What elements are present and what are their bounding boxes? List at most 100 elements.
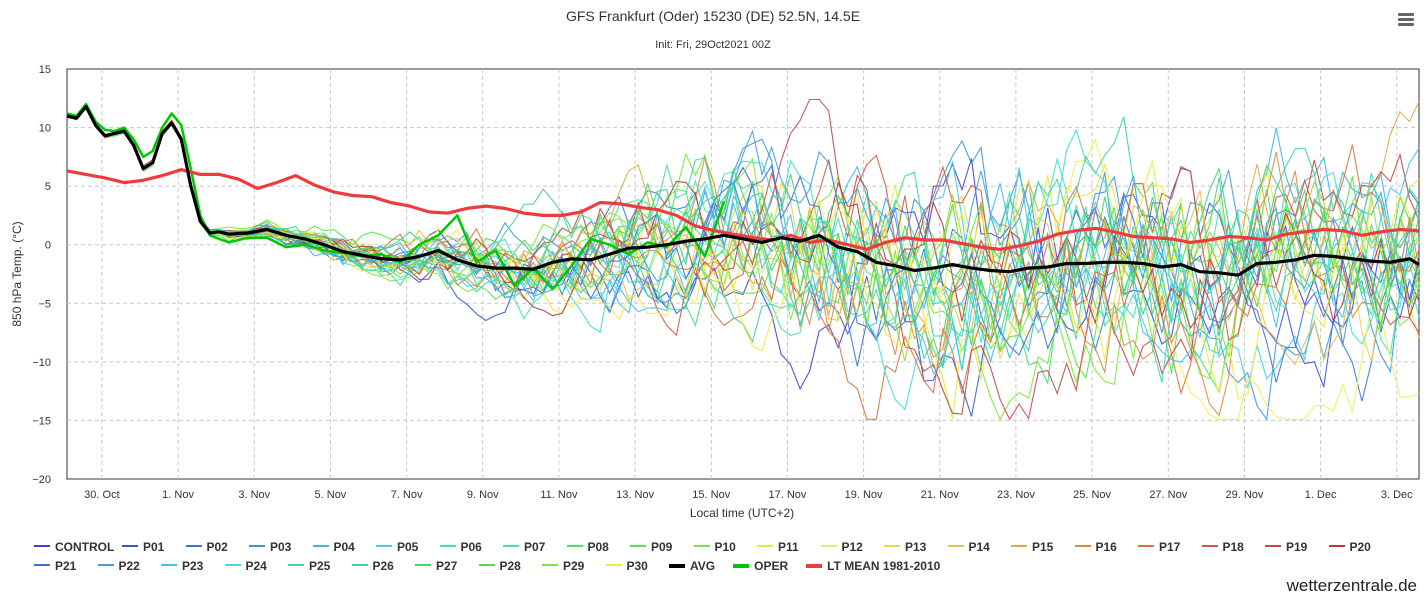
legend-swatch bbox=[1265, 544, 1281, 547]
legend-swatch bbox=[1011, 544, 1027, 547]
y-axis-title: 850 hPa Temp. (°C) bbox=[10, 221, 24, 326]
x-tick-label: 25. Nov bbox=[1073, 489, 1111, 501]
legend-swatch bbox=[669, 563, 685, 568]
member-line-p18 bbox=[66, 106, 1420, 341]
chart-subtitle: Init: Fri, 29Oct2021 00Z bbox=[655, 39, 771, 51]
legend-label: P15 bbox=[1032, 540, 1054, 554]
x-tick-label: 3. Nov bbox=[238, 489, 270, 501]
x-tick-label: 13. Nov bbox=[616, 489, 654, 501]
legend-label: P21 bbox=[55, 559, 77, 573]
x-tick-label: 3. Dec bbox=[1381, 489, 1413, 501]
legend-item-p26[interactable]: P26 bbox=[351, 559, 416, 573]
legend-item-p18[interactable]: P18 bbox=[1201, 540, 1266, 554]
legend-item-p16[interactable]: P16 bbox=[1074, 540, 1139, 554]
legend-item-avg[interactable]: AVG bbox=[669, 559, 715, 573]
legend-item-p20[interactable]: P20 bbox=[1328, 540, 1393, 554]
legend-item-p22[interactable]: P22 bbox=[97, 559, 162, 573]
legend-swatch bbox=[288, 563, 304, 566]
legend-swatch bbox=[376, 544, 392, 547]
legend-swatch bbox=[806, 563, 823, 568]
legend-item-p28[interactable]: P28 bbox=[478, 559, 543, 573]
y-tick-label: −5 bbox=[38, 298, 51, 310]
legend-row: P21 P22 P23 P24 P25 P26 P27 P28 P29 P30 AVG OPER LT … bbox=[34, 559, 1054, 578]
series-line-avg bbox=[66, 104, 1420, 277]
legend-label: LT MEAN 1981-2010 bbox=[827, 559, 941, 573]
legend-label: P26 bbox=[372, 559, 394, 573]
legend-item-p07[interactable]: P07 bbox=[503, 540, 567, 554]
legend-swatch bbox=[415, 563, 431, 566]
x-tick-label: 9. Nov bbox=[467, 489, 499, 501]
x-tick-label: 19. Nov bbox=[845, 489, 883, 501]
legend-label: P19 bbox=[1286, 540, 1308, 554]
x-tick-label: 11. Nov bbox=[540, 489, 578, 501]
legend-swatch bbox=[1201, 544, 1218, 547]
y-tick-label: 5 bbox=[45, 181, 51, 193]
legend-item-oper[interactable]: OPER bbox=[733, 559, 788, 573]
x-tick-label: 29. Nov bbox=[1225, 489, 1263, 501]
legend-item-p11[interactable]: P11 bbox=[757, 540, 821, 554]
legend-item-control[interactable]: CONTROL bbox=[34, 540, 122, 554]
chart-legend: CONTROL P01 P02 P03 P04 P05 P06 P07 P08 P09 P10 P11… bbox=[34, 540, 1371, 578]
legend-item-lt-mean-1981-2010[interactable]: LT MEAN 1981-2010 bbox=[806, 559, 940, 573]
legend-item-p05[interactable]: P05 bbox=[376, 540, 440, 554]
series-line-lt-mean-1981-2010 bbox=[66, 168, 1420, 251]
legend-swatch bbox=[1074, 544, 1091, 547]
legend-item-p06[interactable]: P06 bbox=[439, 540, 504, 554]
legend-item-p15[interactable]: P15 bbox=[1011, 540, 1075, 554]
legend-item-p24[interactable]: P24 bbox=[224, 559, 289, 573]
legend-item-p08[interactable]: P08 bbox=[566, 540, 631, 554]
legend-item-p21[interactable]: P21 bbox=[34, 559, 98, 573]
legend-item-p12[interactable]: P12 bbox=[820, 540, 885, 554]
legend-item-p09[interactable]: P09 bbox=[630, 540, 694, 554]
x-axis-title: Local time (UTC+2) bbox=[690, 506, 794, 520]
legend-swatch bbox=[34, 563, 50, 566]
legend-item-p17[interactable]: P17 bbox=[1138, 540, 1202, 554]
legend-label: P24 bbox=[245, 559, 267, 573]
legend-label: P04 bbox=[333, 540, 355, 554]
x-tick-label: 27. Nov bbox=[1149, 489, 1187, 501]
x-tick-label: 21. Nov bbox=[921, 489, 959, 501]
legend-item-p27[interactable]: P27 bbox=[415, 559, 479, 573]
legend-item-p02[interactable]: P02 bbox=[185, 540, 250, 554]
legend-item-p13[interactable]: P13 bbox=[884, 540, 948, 554]
legend-swatch bbox=[820, 544, 837, 547]
legend-label: P07 bbox=[524, 540, 546, 554]
legend-label: P27 bbox=[436, 559, 458, 573]
legend-item-p10[interactable]: P10 bbox=[693, 540, 758, 554]
series-line-oper bbox=[66, 102, 726, 291]
legend-item-p23[interactable]: P23 bbox=[161, 559, 225, 573]
y-tick-label: −20 bbox=[32, 474, 51, 486]
legend-item-p30[interactable]: P30 bbox=[605, 559, 670, 573]
y-tick-label: 10 bbox=[39, 123, 51, 135]
legend-label: P06 bbox=[460, 540, 482, 554]
legend-label: P13 bbox=[905, 540, 927, 554]
y-tick-label: −15 bbox=[32, 415, 51, 427]
legend-swatch bbox=[1138, 544, 1154, 547]
legend-swatch bbox=[224, 563, 241, 566]
legend-item-p14[interactable]: P14 bbox=[947, 540, 1012, 554]
legend-label: P10 bbox=[714, 540, 736, 554]
member-line-p06 bbox=[66, 106, 1420, 370]
legend-item-p01[interactable]: P01 bbox=[122, 540, 186, 554]
legend-swatch bbox=[161, 563, 177, 566]
x-tick-label: 1. Nov bbox=[162, 489, 194, 501]
legend-item-p29[interactable]: P29 bbox=[542, 559, 606, 573]
legend-label: OPER bbox=[754, 559, 789, 573]
legend-swatch bbox=[605, 563, 622, 566]
y-tick-label: 0 bbox=[45, 240, 51, 252]
legend-swatch bbox=[757, 544, 773, 547]
legend-item-p19[interactable]: P19 bbox=[1265, 540, 1329, 554]
legend-swatch bbox=[312, 544, 329, 547]
hamburger-menu-icon[interactable] bbox=[1395, 11, 1417, 31]
legend-swatch bbox=[503, 544, 519, 547]
x-tick-label: 17. Nov bbox=[768, 489, 806, 501]
legend-item-p25[interactable]: P25 bbox=[288, 559, 352, 573]
legend-label: CONTROL bbox=[55, 540, 115, 554]
legend-swatch bbox=[947, 544, 964, 547]
legend-item-p04[interactable]: P04 bbox=[312, 540, 377, 554]
legend-item-p03[interactable]: P03 bbox=[249, 540, 313, 554]
legend-label: P01 bbox=[143, 540, 165, 554]
main-series-lines bbox=[66, 102, 1420, 291]
legend-label: P03 bbox=[270, 540, 292, 554]
